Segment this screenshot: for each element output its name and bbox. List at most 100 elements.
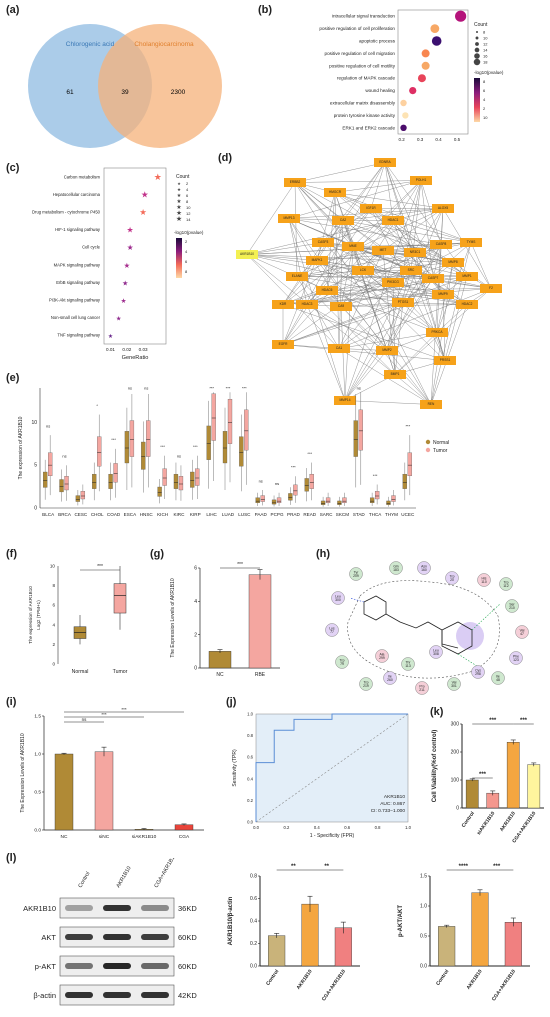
- x-tick-label: COAD: [107, 512, 121, 517]
- residue-label: Gln: [393, 564, 398, 568]
- network-edge: [386, 270, 412, 351]
- box-body: [337, 500, 342, 505]
- x-tick-label: CESC: [74, 512, 87, 517]
- bar: [174, 824, 194, 831]
- box-body: [206, 425, 211, 460]
- legend-star: ★: [177, 199, 182, 205]
- panel-label-e: (e): [6, 372, 20, 384]
- panel-label-a: (a): [6, 4, 20, 16]
- network-edge: [410, 270, 492, 289]
- box-body: [157, 486, 162, 497]
- legend-star: ★: [176, 210, 182, 217]
- bar: [527, 764, 541, 809]
- residue-disc: [325, 623, 339, 637]
- network-node: HDAC6: [316, 286, 338, 295]
- network-edge: [294, 180, 422, 183]
- lane-label: Control: [78, 871, 92, 889]
- y-tick-label: regulation of MAPK cascade: [337, 76, 395, 81]
- residue-disc: [415, 681, 429, 695]
- residue-number: 160: [421, 568, 427, 572]
- residue-label: Trp: [340, 658, 345, 662]
- panel-label-c: (c): [6, 162, 20, 174]
- significance-label: ns: [259, 478, 263, 483]
- ligand-chain: [385, 613, 459, 649]
- y-tick-label: 1.5: [34, 714, 41, 720]
- star-point: ★: [116, 316, 122, 323]
- x-tick-label: 0.4: [435, 137, 442, 142]
- network-edge: [340, 306, 388, 351]
- x-tick-label: 0.5: [454, 137, 461, 142]
- network-edge: [282, 252, 416, 345]
- bar: [438, 926, 456, 967]
- network-edge: [344, 278, 434, 401]
- box-body: [129, 420, 135, 457]
- box-body: [386, 500, 391, 505]
- network-edge: [282, 220, 394, 305]
- network-edge: [246, 208, 444, 255]
- star-point: ★: [141, 189, 149, 199]
- network-edge: [294, 162, 386, 183]
- x-tick-label: UCEC: [401, 512, 415, 517]
- knockdown-bar-chart: 0.0 0.5 1.0 1.5 The Expression Levels of AKR…: [20, 707, 204, 840]
- residue-disc: [389, 561, 403, 575]
- significance-label: ns: [82, 717, 88, 722]
- roc-annotation: AKR1B10: [384, 794, 405, 800]
- residue-label: Tyr: [354, 570, 360, 574]
- x-tick-label: LUAD: [222, 512, 235, 517]
- residue-label: His: [482, 576, 487, 580]
- bubble-point: [409, 87, 417, 95]
- plot-frame: [397, 9, 469, 135]
- network-edge: [246, 254, 468, 305]
- y-tick-label: 0.5: [34, 790, 41, 796]
- network-node: MMP9: [432, 290, 454, 299]
- y-tick-label: wound healing: [365, 88, 395, 93]
- plot-frame: [103, 167, 167, 345]
- network-edge: [322, 242, 416, 253]
- network-edge: [352, 246, 388, 351]
- residue-number: 110: [481, 580, 487, 584]
- panel-label-j: (j): [226, 696, 237, 708]
- panel-label-g: (g): [150, 548, 165, 560]
- network-edge: [288, 218, 346, 401]
- residue-label: Ser: [509, 602, 515, 606]
- box-body: [48, 452, 53, 477]
- network-edge: [386, 180, 422, 351]
- residue-disc: [447, 677, 461, 691]
- network-edge: [342, 220, 454, 263]
- residue-number: 47: [520, 632, 524, 636]
- x-tick-label: 0.6: [344, 825, 350, 830]
- x-tick-label: 0.03: [139, 347, 148, 352]
- network-edge: [436, 332, 446, 361]
- x-tick-label: READ: [303, 512, 316, 517]
- legend-size-title: Count: [176, 174, 190, 180]
- box-body: [407, 452, 412, 477]
- network-node: ERBB2: [284, 178, 306, 187]
- y-tick-label: PI3K-Akt signaling pathway: [49, 298, 101, 303]
- network-node: CASP7: [422, 274, 444, 283]
- network-edge: [352, 244, 442, 247]
- network-edge: [362, 270, 432, 405]
- box-body: [320, 500, 326, 505]
- y-tick-label: 0.0: [247, 820, 253, 825]
- network-node: POLH1: [410, 176, 432, 185]
- box-body: [255, 497, 260, 504]
- network-edge: [436, 304, 468, 333]
- network-node: F2: [480, 284, 502, 293]
- y-axis-label: AKR1B10/β-actin: [228, 896, 234, 945]
- x-axis-label: GeneRatio: [122, 355, 149, 360]
- blot-protein-label: p-AKT: [35, 962, 57, 971]
- y-tick-label: 4: [52, 622, 55, 627]
- residue-label: Phe: [513, 654, 519, 658]
- network-edge: [386, 244, 442, 351]
- network-edge: [334, 192, 468, 305]
- network-edge: [334, 180, 422, 193]
- residue-number: 123: [513, 658, 519, 662]
- box-body: [43, 471, 48, 488]
- residue-number: 48: [496, 678, 500, 682]
- network-edge: [296, 276, 434, 279]
- star-point: ★: [108, 333, 113, 340]
- bar: [208, 651, 232, 669]
- network-edge: [326, 220, 344, 291]
- network-edge: [282, 276, 468, 345]
- x-tick-label: KIRP: [190, 512, 201, 517]
